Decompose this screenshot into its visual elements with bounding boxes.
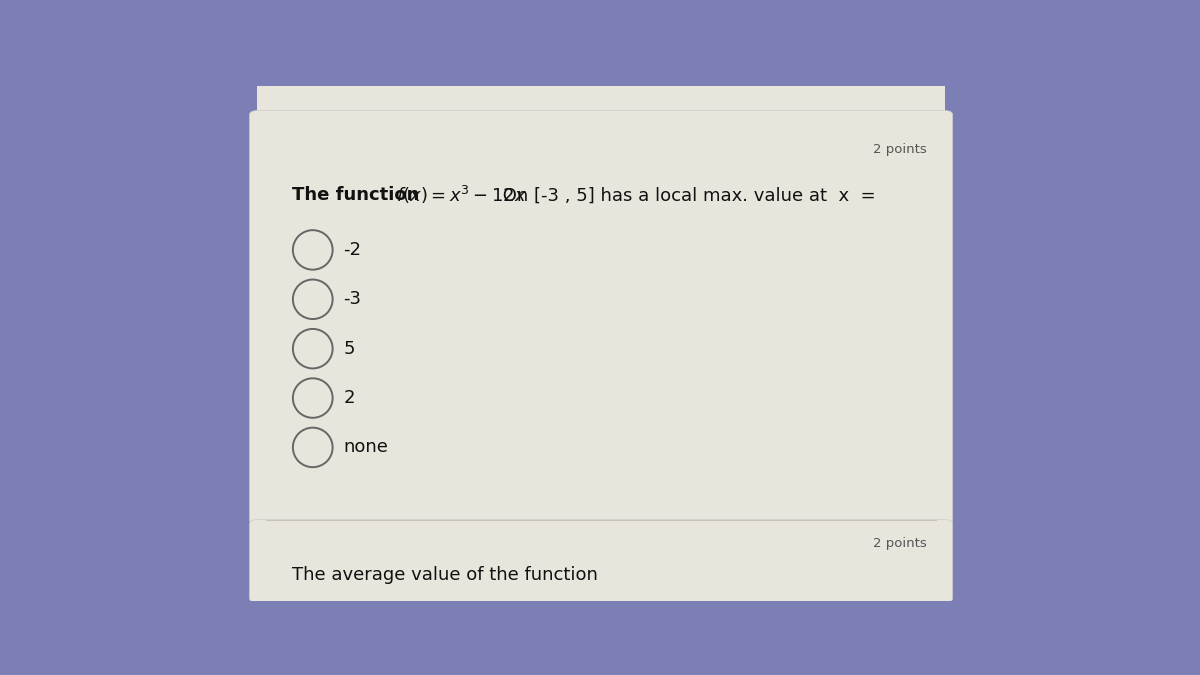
FancyBboxPatch shape (250, 520, 953, 602)
Text: none: none (343, 439, 389, 456)
FancyBboxPatch shape (250, 111, 953, 524)
Text: -3: -3 (343, 290, 361, 308)
Text: The function: The function (293, 186, 426, 205)
Text: On [-3 , 5] has a local max. value at  x  =: On [-3 , 5] has a local max. value at x … (497, 186, 876, 205)
Text: 2 points: 2 points (872, 143, 926, 157)
Text: The average value of the function: The average value of the function (293, 566, 598, 584)
Text: 2: 2 (343, 389, 355, 407)
FancyBboxPatch shape (257, 86, 946, 117)
Text: $f(x) = x^3 - 12x$: $f(x) = x^3 - 12x$ (396, 184, 527, 207)
Text: 5: 5 (343, 340, 355, 358)
Text: -2: -2 (343, 241, 361, 259)
Text: 2 points: 2 points (872, 537, 926, 550)
